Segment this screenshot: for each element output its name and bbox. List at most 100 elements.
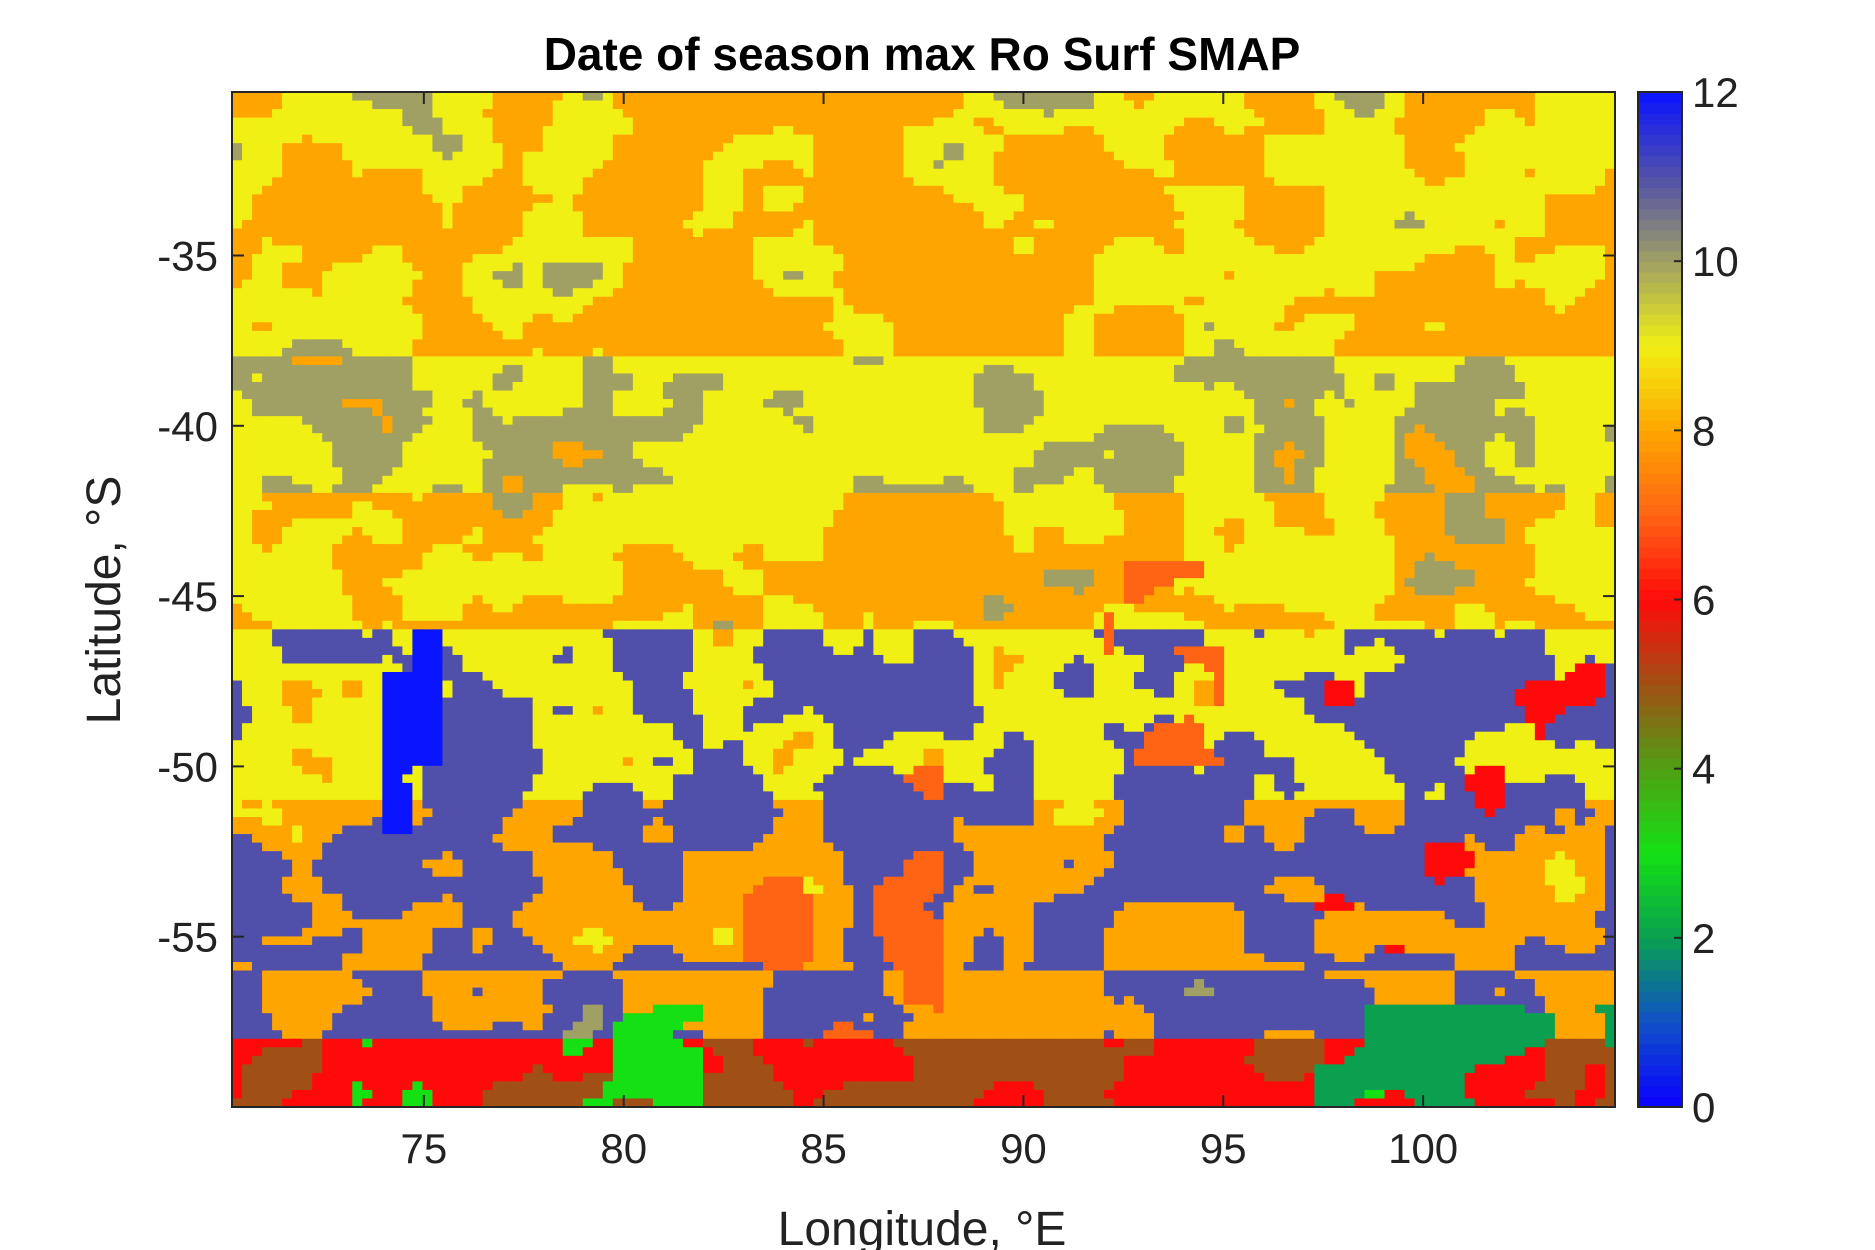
heatmap-cell: [362, 92, 373, 102]
heatmap-cell: [743, 271, 754, 281]
heatmap-cell: [863, 160, 874, 170]
heatmap-cell: [522, 347, 534, 358]
heatmap-cell: [612, 185, 624, 195]
heatmap-cell: [322, 92, 333, 102]
heatmap-cell: [512, 126, 524, 136]
heatmap-cell: [843, 271, 854, 281]
heatmap-cell: [1404, 117, 1416, 127]
heatmap-cell: [1224, 237, 1235, 247]
heatmap-cell: [1113, 330, 1125, 340]
heatmap-cell: [1254, 151, 1265, 161]
heatmap-cell: [1434, 322, 1446, 332]
heatmap-cell: [1524, 177, 1536, 187]
heatmap-cell: [813, 92, 824, 102]
heatmap-cell: [1274, 185, 1285, 195]
heatmap-cell: [703, 134, 714, 144]
heatmap-cell: [1554, 177, 1566, 187]
heatmap-cell: [923, 143, 935, 153]
heatmap-cell: [1564, 254, 1576, 264]
heatmap-cell: [883, 364, 895, 375]
heatmap-cell: [1063, 219, 1075, 230]
heatmap-cell: [532, 160, 544, 170]
heatmap-cell: [232, 92, 243, 102]
heatmap-cell: [362, 373, 373, 383]
heatmap-cell: [312, 228, 323, 238]
heatmap-cell: [1514, 288, 1526, 298]
heatmap-cell: [1334, 313, 1346, 323]
heatmap-cell: [1073, 126, 1085, 136]
heatmap-cell: [1294, 194, 1305, 204]
heatmap-cell: [552, 364, 564, 375]
heatmap-cell: [1584, 271, 1596, 281]
heatmap-cell: [272, 313, 283, 323]
heatmap-cell: [1474, 364, 1486, 375]
heatmap-cell: [302, 92, 313, 102]
heatmap-cell: [352, 194, 363, 204]
heatmap-cell: [1514, 211, 1526, 221]
heatmap-cell: [242, 237, 253, 247]
heatmap-cell: [943, 160, 955, 170]
heatmap-cell: [703, 228, 714, 238]
heatmap-cell: [1324, 373, 1335, 383]
heatmap-cell: [1404, 219, 1416, 230]
heatmap-cell: [672, 185, 684, 195]
heatmap-cell: [703, 288, 714, 298]
heatmap-cell: [843, 151, 854, 161]
heatmap-cell: [262, 382, 273, 392]
heatmap-cell: [302, 339, 313, 349]
heatmap-cell: [923, 211, 935, 221]
heatmap-cell: [472, 237, 484, 247]
heatmap-cell: [943, 347, 955, 358]
heatmap-cell: [442, 168, 454, 178]
heatmap-cell: [993, 160, 1005, 170]
heatmap-cell: [1434, 382, 1446, 392]
heatmap-cell: [1133, 313, 1145, 323]
heatmap-cell: [602, 100, 614, 110]
heatmap-cell: [803, 143, 814, 153]
heatmap-cell: [622, 194, 634, 204]
heatmap-cell: [1504, 92, 1516, 102]
heatmap-cell: [632, 390, 644, 400]
heatmap-cell: [753, 109, 764, 119]
heatmap-cell: [1073, 339, 1085, 349]
heatmap-cell: [1324, 151, 1335, 161]
heatmap-cell: [883, 382, 895, 392]
heatmap-cell: [1204, 254, 1215, 264]
heatmap-cell: [973, 373, 985, 383]
heatmap-cell: [1554, 305, 1566, 315]
heatmap-cell: [1123, 382, 1135, 392]
heatmap-cell: [282, 185, 293, 195]
heatmap-cell: [1594, 126, 1606, 136]
heatmap-cell: [1264, 382, 1275, 392]
heatmap-cell: [262, 330, 273, 340]
heatmap-cell: [252, 211, 263, 221]
heatmap-cell: [1424, 202, 1436, 213]
heatmap-cell: [1103, 92, 1115, 102]
heatmap-cell: [1534, 364, 1546, 375]
heatmap-cell: [1204, 271, 1215, 281]
heatmap-cell: [1594, 134, 1606, 144]
heatmap-cell: [592, 296, 604, 306]
heatmap-cell: [793, 219, 804, 230]
heatmap-cell: [372, 262, 383, 272]
heatmap-cell: [622, 330, 634, 340]
heatmap-cell: [1264, 160, 1275, 170]
heatmap-cell: [783, 160, 794, 170]
heatmap-cell: [652, 245, 664, 255]
heatmap-cell: [512, 373, 524, 383]
heatmap-cell: [1564, 100, 1576, 110]
heatmap-cell: [1594, 109, 1606, 119]
heatmap-cell: [1274, 126, 1285, 136]
heatmap-cell: [542, 100, 554, 110]
heatmap-cell: [1434, 373, 1446, 383]
heatmap-cell: [1023, 151, 1035, 161]
heatmap-cell: [1534, 322, 1546, 332]
heatmap-cell: [1564, 177, 1576, 187]
heatmap-cell: [1294, 254, 1305, 264]
heatmap-cell: [923, 347, 935, 358]
heatmap-cell: [522, 279, 534, 289]
heatmap-cell: [242, 271, 253, 281]
heatmap-cell: [232, 126, 243, 136]
heatmap-cell: [1174, 364, 1185, 375]
heatmap-cell: [672, 364, 684, 375]
